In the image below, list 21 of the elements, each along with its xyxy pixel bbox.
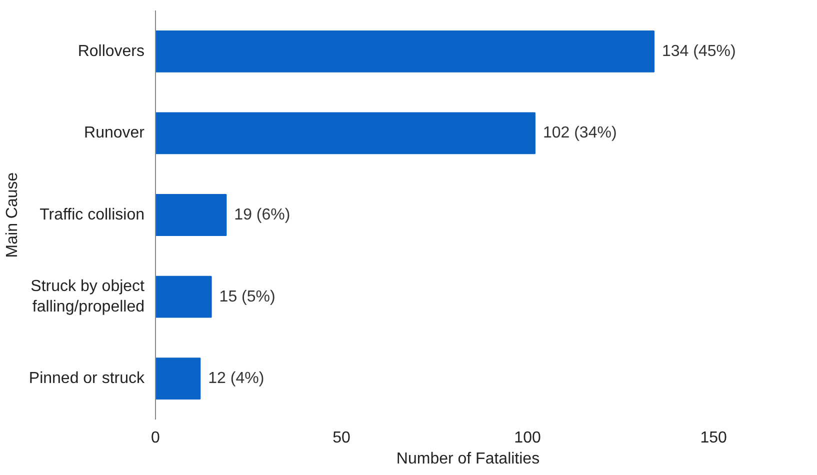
bar [156, 112, 536, 154]
bar [156, 276, 212, 318]
y-tick-label: Pinned or struck [28, 370, 146, 388]
y-tick-label: Struck by object falling/propelled [30, 278, 146, 316]
x-tick-label: 150 [700, 430, 727, 446]
data-label: 134 (45%) [662, 42, 736, 60]
data-label: 15 (5%) [219, 288, 276, 306]
x-tick-label: 50 [332, 430, 351, 446]
y-axis-title: Main Cause [4, 172, 21, 258]
x-tick-label: 0 [151, 430, 160, 446]
bar [156, 358, 201, 400]
x-tick-label: 100 [514, 430, 541, 446]
data-label: 12 (4%) [208, 370, 264, 388]
data-label: 102 (34%) [542, 124, 617, 142]
y-tick-label: Rollovers [78, 42, 144, 60]
y-tick-label: Traffic collision [40, 206, 144, 224]
bar [156, 30, 655, 72]
x-axis-title: Number of Fatalities [396, 450, 540, 468]
bar [156, 194, 227, 236]
data-label: 19 (6%) [234, 206, 290, 224]
y-tick-label: Runover [84, 124, 146, 142]
